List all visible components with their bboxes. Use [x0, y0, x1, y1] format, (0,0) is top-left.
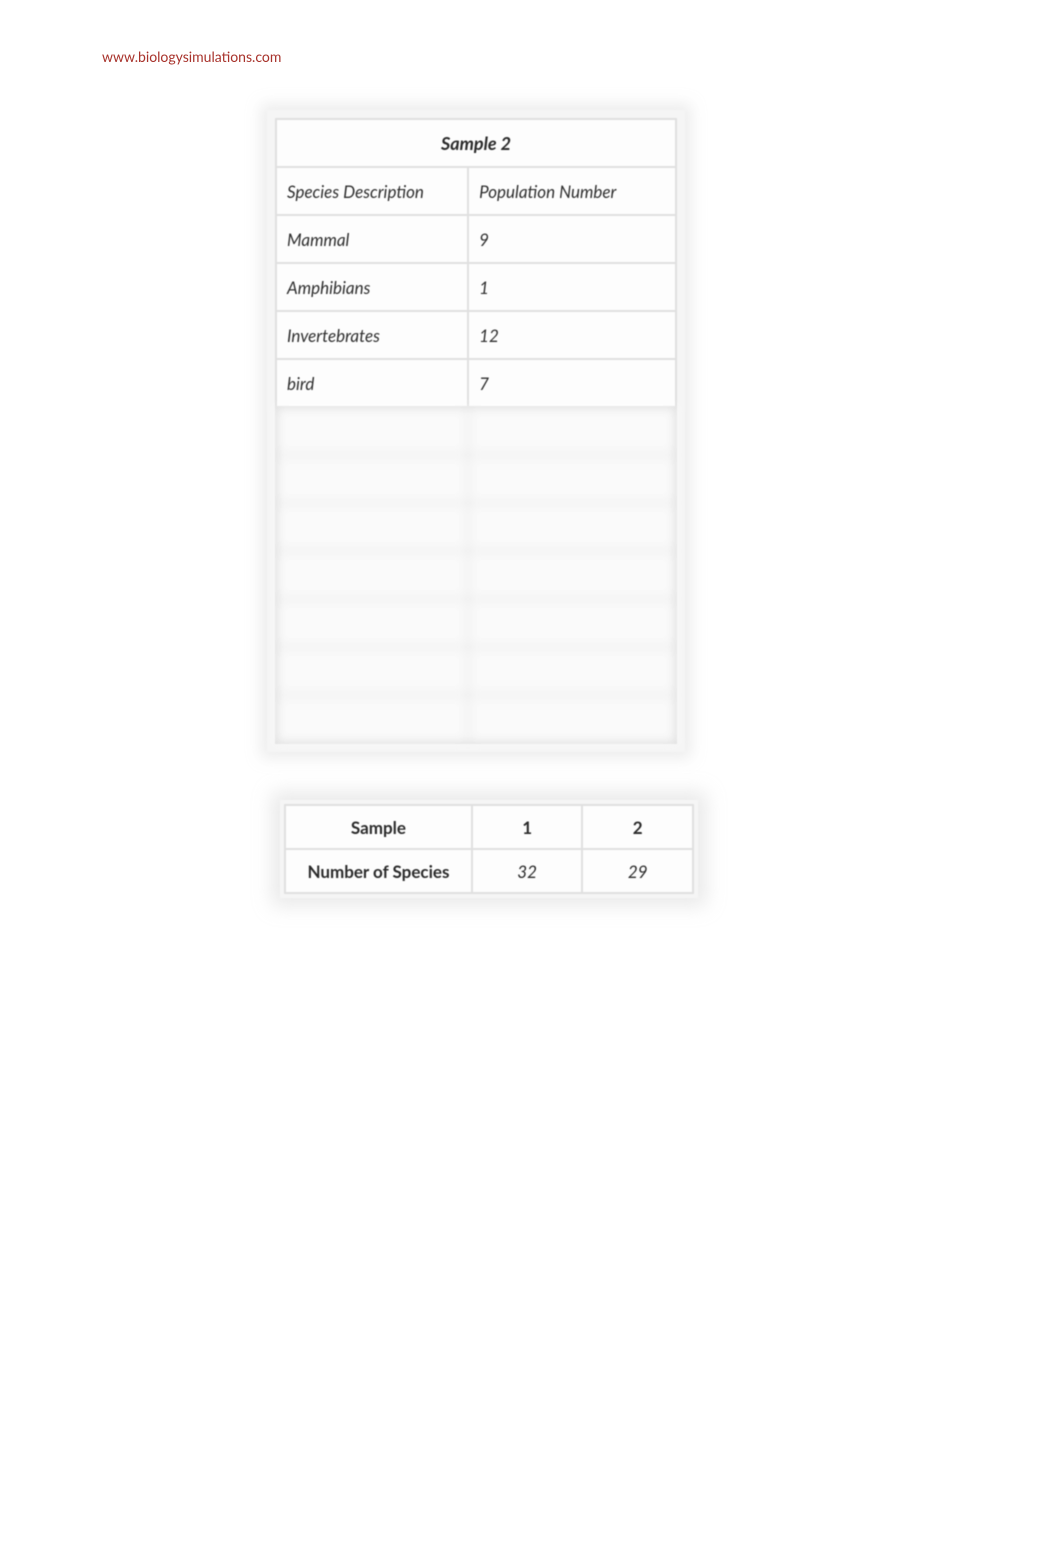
- column-header-species: Species Description: [277, 168, 467, 214]
- sample-table-container: Sample 2 Species Description Population …: [267, 110, 685, 752]
- population-cell: 1: [469, 264, 675, 310]
- table-row: [277, 696, 675, 742]
- table-row: [277, 504, 675, 550]
- species-cell: Invertebrates: [277, 312, 467, 358]
- summary-col-1: 1: [473, 806, 582, 848]
- population-cell: [469, 600, 675, 646]
- table-row: [277, 600, 675, 646]
- species-cell: [277, 504, 467, 550]
- species-cell: [277, 408, 467, 454]
- summary-label-sample: Sample: [286, 806, 471, 848]
- summary-table-container: Sample 1 2 Number of Species 32 29: [280, 800, 698, 898]
- table-row: Invertebrates 12: [277, 312, 675, 358]
- table-row: [277, 456, 675, 502]
- population-cell: [469, 456, 675, 502]
- population-cell: 7: [469, 360, 675, 406]
- population-cell: 12: [469, 312, 675, 358]
- table-row: [277, 552, 675, 598]
- population-cell: [469, 408, 675, 454]
- species-cell: bird: [277, 360, 467, 406]
- summary-data-row: Number of Species 32 29: [286, 850, 692, 892]
- population-cell: 9: [469, 216, 675, 262]
- species-cell: [277, 600, 467, 646]
- column-header-population: Population Number: [469, 168, 675, 214]
- table-row: [277, 408, 675, 454]
- population-cell: [469, 552, 675, 598]
- species-cell: Mammal: [277, 216, 467, 262]
- table-row: Amphibians 1: [277, 264, 675, 310]
- table-row: Mammal 9: [277, 216, 675, 262]
- summary-col-2: 2: [583, 806, 692, 848]
- table-row: bird 7: [277, 360, 675, 406]
- population-cell: [469, 504, 675, 550]
- species-cell: Amphibians: [277, 264, 467, 310]
- table-header-row: Species Description Population Number: [277, 168, 675, 214]
- sample-table: Sample 2 Species Description Population …: [275, 118, 677, 744]
- sample-table-title: Sample 2: [277, 120, 675, 166]
- summary-value-2: 29: [583, 850, 692, 892]
- species-cell: [277, 552, 467, 598]
- header-source-link[interactable]: www.biologysimulations.com: [102, 48, 281, 65]
- table-row: [277, 648, 675, 694]
- summary-row-label: Number of Species: [286, 850, 471, 892]
- summary-header-row: Sample 1 2: [286, 806, 692, 848]
- summary-table: Sample 1 2 Number of Species 32 29: [284, 804, 694, 894]
- species-cell: [277, 696, 467, 742]
- species-cell: [277, 456, 467, 502]
- summary-value-1: 32: [473, 850, 582, 892]
- population-cell: [469, 648, 675, 694]
- population-cell: [469, 696, 675, 742]
- species-cell: [277, 648, 467, 694]
